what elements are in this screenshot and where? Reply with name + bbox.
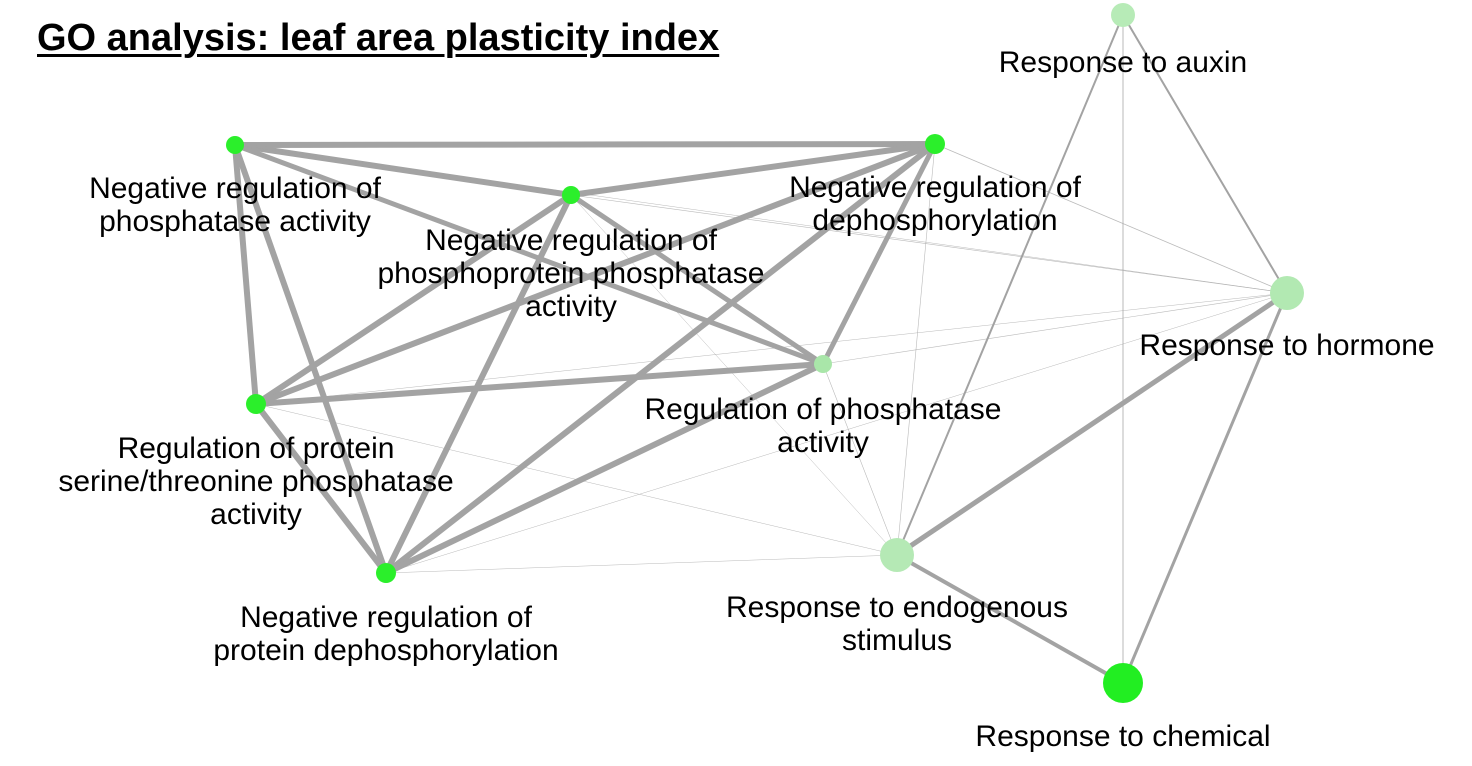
node-label-response-to-endogenous-stimulus: Response to endogenous stimulus (726, 591, 1068, 657)
node-neg-reg-phosphoprotein-phosphatase-activity[interactable] (562, 186, 580, 204)
node-label-line: dephosphorylation (812, 204, 1057, 237)
node-response-to-hormone[interactable] (1270, 276, 1304, 310)
node-label-response-to-hormone: Response to hormone (1139, 329, 1434, 362)
edge-neg-reg-phosphoprotein-phosphatase-activity--response-to-hormone (570, 194, 1288, 294)
node-label-line: serine/threonine phosphatase (58, 465, 453, 498)
edge-reg-protein-ser-thr-phosphatase-activity--response-to-hormone (255, 292, 1288, 405)
node-label-reg-protein-ser-thr-phosphatase-activity: Regulation of protein serine/threonine ph… (58, 432, 453, 531)
node-label-line: Regulation of protein (118, 432, 395, 465)
edge-neg-reg-phosphatase-activity--reg-phosphatase-activity (232, 142, 826, 367)
node-label-line: activity (777, 426, 869, 459)
node-label-response-to-auxin: Response to auxin (999, 46, 1248, 79)
edge-response-to-endogenous-stimulus--response-to-chemical (895, 553, 1125, 685)
edge-neg-reg-phosphoprotein-phosphatase-activity--neg-reg-protein-dephosphorylation (383, 192, 574, 576)
node-reg-protein-ser-thr-phosphatase-activity[interactable] (246, 394, 266, 414)
edge-reg-phosphatase-activity--response-to-endogenous-stimulus (822, 363, 898, 556)
node-label-neg-reg-phosphoprotein-phosphatase-activity: Negative regulation of phosphoprotein pho… (378, 224, 765, 323)
edge-neg-reg-protein-dephosphorylation--response-to-endogenous-stimulus (385, 554, 898, 574)
node-response-to-auxin[interactable] (1111, 3, 1135, 27)
node-layer (226, 3, 1304, 703)
edge-neg-reg-protein-dephosphorylation--response-to-hormone (385, 292, 1288, 574)
node-neg-reg-phosphatase-activity[interactable] (226, 136, 244, 154)
edge-neg-reg-phosphatase-activity--neg-reg-protein-dephosphorylation (232, 142, 389, 576)
node-label-line: phosphoprotein phosphatase (378, 257, 765, 290)
node-label-neg-reg-phosphatase-activity: Negative regulation of phosphatase activi… (89, 172, 382, 238)
node-response-to-endogenous-stimulus[interactable] (880, 538, 914, 572)
edge-neg-reg-dephosphorylation--neg-reg-protein-dephosphorylation (383, 141, 938, 576)
node-label-neg-reg-protein-dephosphorylation: Negative regulation of protein dephosphor… (213, 601, 558, 667)
edge-neg-reg-phosphatase-activity--response-to-hormone (234, 144, 1288, 294)
node-label-line: Negative regulation of (789, 171, 1082, 204)
node-label-reg-phosphatase-activity: Regulation of phosphatase activity (645, 393, 1002, 459)
node-label-line: activity (210, 498, 302, 531)
edge-layer (232, 14, 1290, 685)
node-label-line: Regulation of phosphatase (645, 393, 1002, 426)
node-label-neg-reg-dephosphorylation: Negative regulation of dephosphorylation (789, 171, 1082, 237)
node-label-line: protein dephosphorylation (213, 634, 558, 667)
node-label-line: phosphatase activity (99, 205, 371, 238)
edge-neg-reg-phosphoprotein-phosphatase-activity--reg-protein-ser-thr-phosphatase-activity (253, 192, 574, 407)
node-neg-reg-protein-dephosphorylation[interactable] (376, 563, 396, 583)
edge-neg-reg-phosphoprotein-phosphatase-activity--reg-phosphatase-activity (568, 192, 826, 367)
node-label-line: Negative regulation of (89, 172, 382, 205)
node-label-line: Response to auxin (999, 46, 1248, 79)
node-label-line: activity (525, 290, 617, 323)
edge-neg-reg-dephosphorylation--reg-phosphatase-activity (820, 141, 938, 367)
edge-neg-reg-phosphoprotein-phosphatase-activity--response-to-endogenous-stimulus (570, 194, 898, 556)
edge-reg-phosphatase-activity--response-to-hormone (822, 292, 1288, 365)
node-reg-phosphatase-activity[interactable] (814, 355, 832, 373)
node-label-line: stimulus (842, 624, 952, 657)
edge-neg-reg-dephosphorylation--response-to-hormone (934, 143, 1288, 294)
node-label-line: Negative regulation of (425, 224, 718, 257)
edge-neg-reg-phosphatase-activity--reg-protein-ser-thr-phosphatase-activity (232, 142, 259, 407)
edge-reg-protein-ser-thr-phosphatase-activity--neg-reg-protein-dephosphorylation (253, 401, 389, 576)
edge-reg-protein-ser-thr-phosphatase-activity--reg-phosphatase-activity (253, 361, 826, 407)
node-label-line: Response to hormone (1139, 329, 1434, 362)
label-layer: Negative regulation of phosphatase activi… (58, 46, 1434, 753)
edge-neg-reg-phosphatase-activity--neg-reg-phosphoprotein-phosphatase-activity (232, 142, 574, 198)
edge-response-to-auxin--response-to-endogenous-stimulus (896, 14, 1124, 556)
edge-reg-protein-ser-thr-phosphatase-activity--response-to-endogenous-stimulus (255, 403, 898, 556)
edge-neg-reg-protein-dephosphorylation--reg-phosphatase-activity (383, 361, 826, 576)
node-neg-reg-dephosphorylation[interactable] (925, 134, 945, 154)
node-label-line: Response to endogenous (726, 591, 1068, 624)
edge-response-to-hormone--response-to-chemical (1121, 291, 1289, 685)
edge-neg-reg-phosphoprotein-phosphatase-activity--neg-reg-dephosphorylation (568, 141, 938, 198)
node-label-line: Negative regulation of (240, 601, 533, 634)
node-label-response-to-chemical: Response to chemical (975, 720, 1270, 753)
edge-response-to-auxin--response-to-hormone (1122, 14, 1288, 294)
edge-neg-reg-phosphatase-activity--neg-reg-dephosphorylation (232, 141, 938, 148)
node-label-line: Response to chemical (975, 720, 1270, 753)
page-title: GO analysis: leaf area plasticity index (37, 17, 720, 59)
node-response-to-chemical[interactable] (1103, 663, 1143, 703)
edge-neg-reg-dephosphorylation--reg-protein-ser-thr-phosphatase-activity (253, 141, 938, 407)
edge-response-to-hormone--response-to-endogenous-stimulus (894, 290, 1290, 558)
